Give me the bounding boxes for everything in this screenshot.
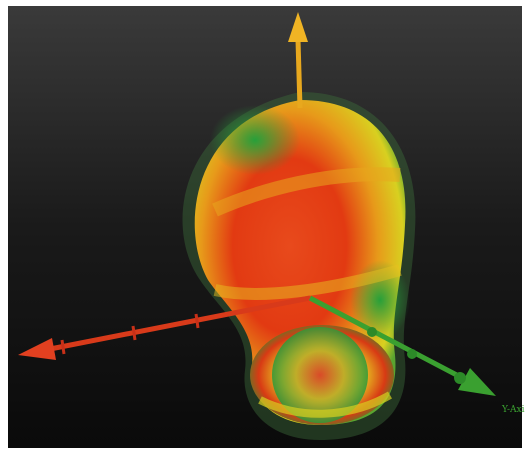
y-axis-tick [454,372,466,384]
y-axis-tick [407,349,417,359]
x-axis-tick [196,314,198,328]
green-region [210,105,300,175]
y-axis-label: Y-Axi [501,405,525,415]
page: Y-Axi (() => { const data = JSON.parse(d… [0,0,529,459]
scene: Y-Axi [0,0,529,459]
z-axis [298,40,300,108]
x-axis-tick [133,326,135,340]
y-axis-tick [367,327,377,337]
x-axis-tick [62,340,64,354]
